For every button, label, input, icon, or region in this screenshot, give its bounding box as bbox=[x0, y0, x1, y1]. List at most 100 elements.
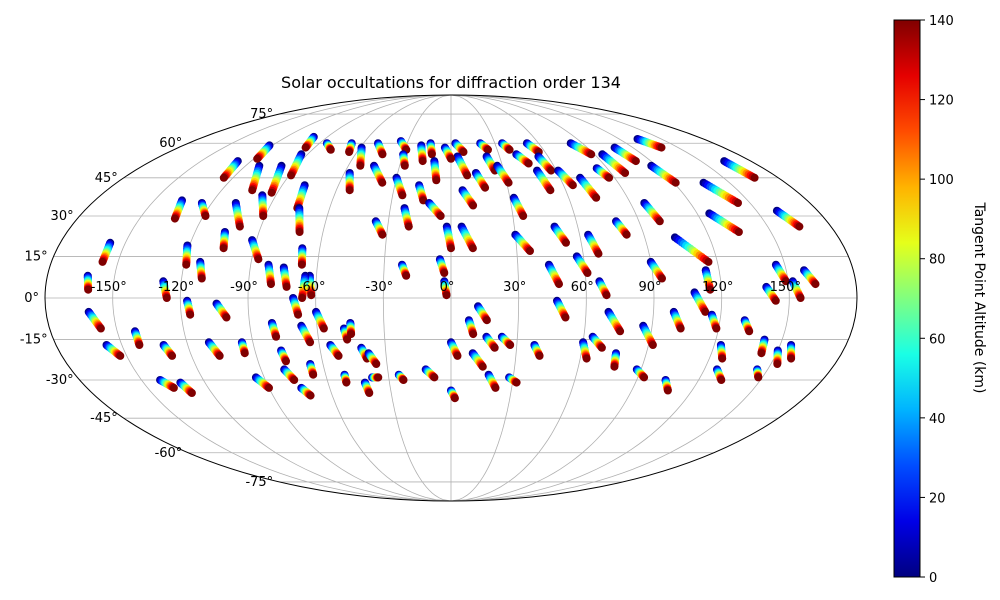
occultation-track bbox=[464, 316, 478, 339]
track-point bbox=[717, 376, 726, 384]
occultation-track bbox=[183, 296, 195, 319]
occultation-track bbox=[374, 139, 387, 159]
track-point bbox=[272, 332, 281, 341]
occultation-track bbox=[368, 373, 383, 382]
occultation-track bbox=[633, 135, 666, 152]
track-point bbox=[400, 161, 409, 170]
track-point bbox=[676, 324, 685, 333]
track-point bbox=[240, 349, 249, 358]
track-point bbox=[648, 341, 657, 349]
occultation-track bbox=[787, 341, 796, 363]
lon-tick-label: -150° bbox=[91, 280, 127, 295]
track-point bbox=[734, 228, 743, 236]
occultation-track bbox=[757, 335, 769, 358]
track-point bbox=[436, 212, 445, 220]
lat-tick-label: -75° bbox=[245, 475, 273, 490]
track-point bbox=[524, 159, 533, 168]
occultation-track bbox=[417, 141, 427, 166]
track-point bbox=[526, 247, 534, 255]
colorbar-tick-label: 120 bbox=[929, 94, 954, 109]
track-point bbox=[440, 269, 449, 277]
lon-tick-label: -120° bbox=[158, 280, 194, 295]
track-point bbox=[170, 214, 179, 223]
occultation-track bbox=[258, 191, 268, 220]
track-point bbox=[253, 154, 262, 163]
track-point bbox=[430, 373, 439, 382]
track-point bbox=[547, 166, 556, 175]
occultation-track bbox=[83, 271, 93, 294]
lat-tick-label: 0° bbox=[24, 291, 39, 306]
track-point bbox=[334, 351, 343, 360]
occultation-track bbox=[533, 166, 555, 195]
track-point bbox=[307, 291, 316, 300]
occultation-track bbox=[297, 383, 315, 400]
occultation-track bbox=[400, 204, 413, 231]
track-point bbox=[754, 373, 763, 382]
track-point bbox=[295, 228, 304, 236]
track-point bbox=[345, 186, 354, 195]
track-point bbox=[561, 313, 570, 322]
occultation-track bbox=[280, 365, 299, 384]
occultation-track bbox=[640, 199, 664, 226]
track-point bbox=[621, 169, 630, 177]
track-point bbox=[187, 389, 196, 397]
track-point bbox=[248, 186, 257, 195]
lon-tick-label: -30° bbox=[365, 280, 393, 295]
track-point bbox=[169, 383, 178, 392]
occultation-track bbox=[588, 332, 606, 352]
occultation-track bbox=[176, 378, 196, 397]
track-point bbox=[469, 330, 478, 339]
lon-tick-label: 150° bbox=[770, 280, 801, 295]
colorbar-tick-label: 0 bbox=[929, 571, 937, 586]
occultation-track bbox=[345, 139, 356, 156]
occultation-track bbox=[398, 260, 411, 280]
occultation-track bbox=[442, 222, 455, 253]
occultation-track bbox=[340, 370, 351, 387]
occultation-track bbox=[267, 319, 281, 341]
occultation-track bbox=[595, 277, 611, 300]
track-point bbox=[655, 217, 664, 226]
track-point bbox=[745, 327, 754, 336]
lat-tick-label: -45° bbox=[90, 411, 118, 426]
occultation-track bbox=[553, 296, 570, 322]
occultation-track bbox=[219, 228, 229, 253]
occultation-track bbox=[346, 319, 356, 339]
occultation-track bbox=[646, 257, 666, 283]
track-point bbox=[309, 370, 318, 379]
occultation-track bbox=[773, 346, 782, 368]
lat-tick-label: 15° bbox=[25, 249, 48, 264]
colorbar-tick-label: 100 bbox=[929, 173, 954, 188]
lat-tick-label: -30° bbox=[46, 373, 74, 388]
track-point bbox=[135, 341, 144, 349]
track-point bbox=[319, 324, 328, 333]
track-point bbox=[356, 161, 365, 170]
track-point bbox=[297, 260, 306, 269]
track-point bbox=[259, 212, 268, 220]
lon-tick-label: 60° bbox=[571, 280, 594, 295]
occultation-track bbox=[253, 141, 274, 163]
track-point bbox=[605, 173, 614, 182]
track-point bbox=[378, 178, 387, 187]
track-point bbox=[342, 378, 351, 387]
lat-tick-label: 30° bbox=[51, 209, 74, 224]
track-point bbox=[712, 324, 721, 333]
occultation-track bbox=[306, 360, 318, 379]
track-point bbox=[512, 378, 521, 387]
track-point bbox=[453, 351, 462, 360]
occultation-track bbox=[690, 288, 710, 316]
lon-tick-label: -60° bbox=[298, 280, 326, 295]
track-point bbox=[658, 274, 666, 283]
track-point bbox=[481, 183, 490, 192]
track-point bbox=[781, 277, 790, 286]
map-boundary bbox=[44, 94, 858, 502]
occultation-track bbox=[669, 307, 685, 333]
occultation-track bbox=[364, 349, 381, 368]
track-point bbox=[378, 150, 387, 159]
lon-tick-label: -90° bbox=[230, 280, 258, 295]
track-point bbox=[535, 351, 544, 360]
occultation-track bbox=[435, 255, 449, 277]
occultation-track bbox=[447, 338, 462, 360]
track-point bbox=[592, 193, 601, 202]
occultation-track bbox=[482, 332, 499, 352]
track-point bbox=[671, 178, 680, 187]
